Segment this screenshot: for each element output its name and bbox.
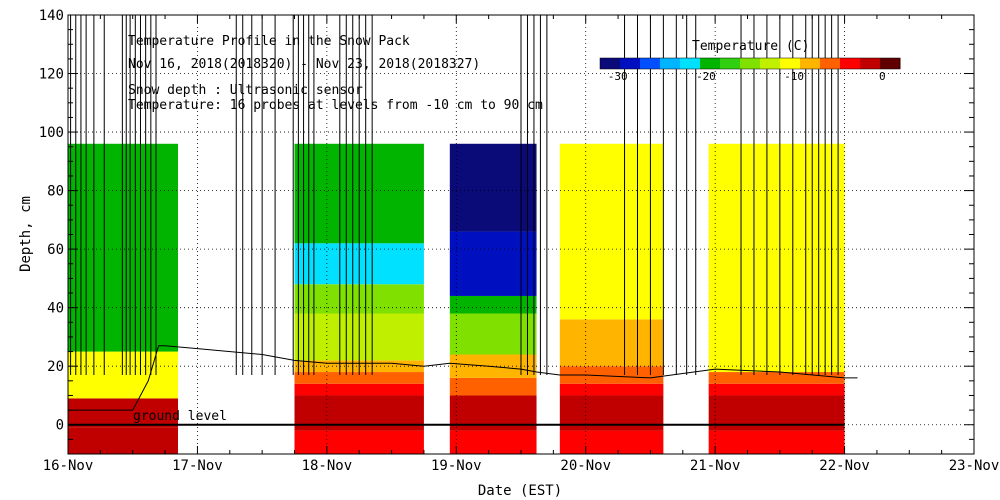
x-tick-label: 22-Nov [819, 458, 870, 474]
heat-cell [708, 143, 845, 373]
colorbar-segment [720, 58, 741, 69]
colorbar-segment [880, 58, 901, 69]
colorbar-tick-label: -20 [696, 70, 716, 83]
heat-cell [68, 427, 179, 454]
heat-cell [708, 430, 845, 454]
heat-cell [449, 430, 537, 454]
colorbar-tick-label: -30 [608, 70, 628, 83]
colorbar-title: Temperature (C) [692, 39, 809, 54]
heat-cell [68, 398, 179, 428]
colorbar-segment [660, 58, 681, 69]
colorbar-frame [599, 57, 901, 70]
colorbar-segment [640, 58, 661, 69]
heat-cell [559, 383, 664, 396]
x-tick-label: 17-Nov [172, 458, 223, 474]
x-tick-label: 20-Nov [560, 458, 611, 474]
colorbar-segment [820, 58, 841, 69]
heat-cell [708, 372, 845, 384]
annotation-snow-depth: Snow depth : Ultrasonic sensor [128, 83, 363, 98]
x-axis-title: Date (EST) [478, 483, 562, 499]
y-tick-label: 80 [47, 184, 64, 200]
heat-cell [559, 319, 664, 367]
colorbar-segment [780, 58, 801, 69]
heat-cell [449, 377, 537, 396]
y-tick-label: 120 [39, 67, 64, 83]
heat-cell [294, 372, 424, 384]
colorbar-segment [700, 58, 721, 69]
chart-title: Temperature Profile in the Snow Pack [128, 34, 410, 49]
colorbar-segment [620, 58, 641, 69]
colorbar-segment [860, 58, 881, 69]
y-axis-title: Depth, cm [18, 196, 34, 272]
heat-cell [449, 313, 537, 355]
chart-subtitle: Nov 16, 2018(2018320) - Nov 23, 2018(201… [128, 57, 480, 72]
colorbar-segment [680, 58, 701, 69]
colorbar-tick-label: -10 [784, 70, 804, 83]
heat-cell [708, 383, 845, 396]
colorbar-segment [600, 58, 621, 69]
x-tick-label: 18-Nov [302, 458, 353, 474]
snow-depth-line [68, 345, 858, 411]
heat-cell [68, 351, 179, 399]
heat-cell [559, 430, 664, 454]
annotation-temperature: Temperature: 16 probes at levels from -1… [128, 98, 543, 113]
colorbar-segment [800, 58, 821, 69]
x-tick-label: 16-Nov [43, 458, 94, 474]
x-tick-label: 21-Nov [690, 458, 741, 474]
heat-cell [559, 143, 664, 320]
heat-cell [68, 143, 179, 352]
heat-cell [294, 383, 424, 396]
colorbar-tick-label: 0 [879, 70, 886, 83]
y-tick-label: 20 [47, 359, 64, 375]
colorbar-segment [740, 58, 761, 69]
y-tick-label: 0 [56, 418, 64, 434]
heat-cell [449, 295, 537, 314]
x-tick-label: 19-Nov [431, 458, 482, 474]
colorbar-segment [760, 58, 781, 69]
y-tick-label: 140 [39, 8, 64, 24]
y-tick-label: 60 [47, 242, 64, 258]
x-tick-label: 23-Nov [949, 458, 1000, 474]
ground-level-label: ground level [133, 409, 227, 424]
colorbar-segment [840, 58, 861, 69]
heat-cell [449, 143, 537, 232]
y-tick-label: 100 [39, 125, 64, 141]
y-tick-label: 40 [47, 301, 64, 317]
heat-cell [449, 231, 537, 296]
